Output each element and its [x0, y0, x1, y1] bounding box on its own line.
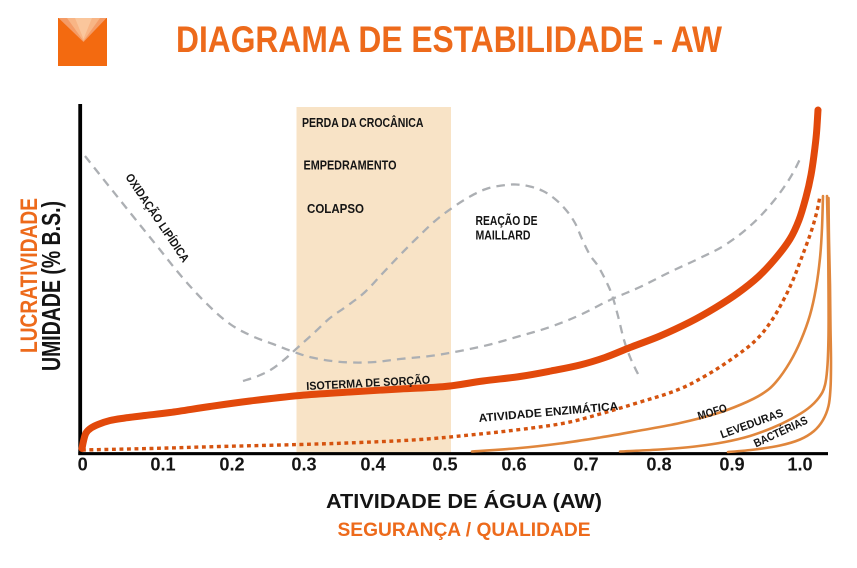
svg-text:SEGURANÇA / QUALIDADE: SEGURANÇA / QUALIDADE [338, 519, 591, 541]
svg-text:REAÇÃO DE: REAÇÃO DE [476, 213, 538, 228]
svg-text:1.0: 1.0 [787, 455, 812, 475]
svg-text:0.3: 0.3 [291, 455, 316, 475]
svg-text:0.7: 0.7 [573, 455, 598, 475]
svg-text:0.8: 0.8 [646, 455, 671, 475]
svg-text:0.1: 0.1 [150, 455, 175, 475]
svg-text:LUCRATIVIDADE: LUCRATIVIDADE [16, 198, 43, 353]
svg-text:0.5: 0.5 [432, 455, 457, 475]
svg-text:0.4: 0.4 [360, 455, 386, 475]
svg-text:PERDA DA CROCÂNICA: PERDA DA CROCÂNICA [302, 115, 424, 130]
svg-text:0.2: 0.2 [219, 455, 244, 475]
svg-text:0.9: 0.9 [719, 455, 744, 475]
svg-text:EMPEDRAMENTO: EMPEDRAMENTO [304, 159, 397, 173]
svg-text:MAILLARD: MAILLARD [476, 228, 531, 243]
svg-text:UMIDADE (% B.S.): UMIDADE (% B.S.) [36, 201, 66, 371]
svg-text:0: 0 [78, 455, 88, 475]
svg-text:0.6: 0.6 [501, 455, 526, 475]
svg-text:DIAGRAMA DE ESTABILIDADE - AW: DIAGRAMA DE ESTABILIDADE - AW [176, 18, 723, 60]
svg-text:ATIVIDADE DE ÁGUA (AW): ATIVIDADE DE ÁGUA (AW) [326, 490, 602, 513]
svg-text:COLAPSO: COLAPSO [307, 202, 364, 216]
